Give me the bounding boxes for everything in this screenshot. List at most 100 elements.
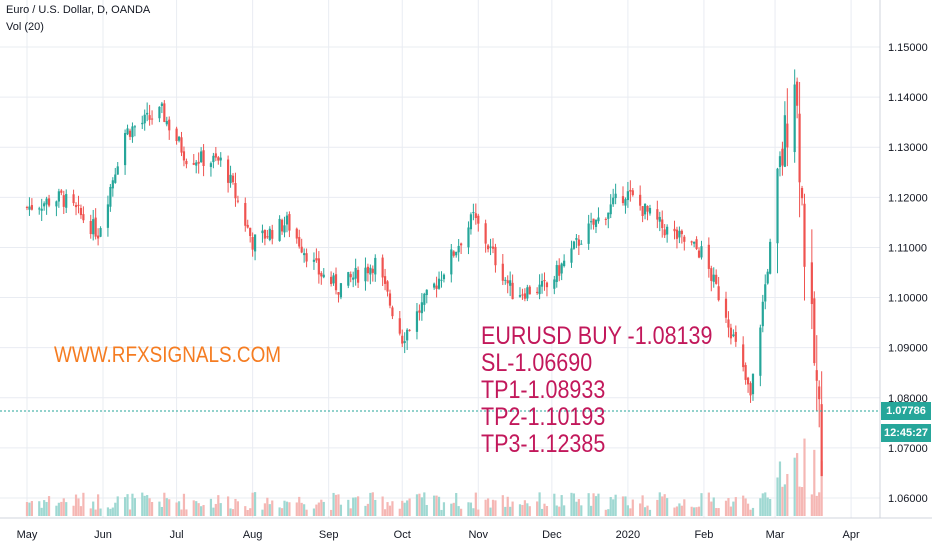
- candle-body: [437, 278, 441, 289]
- candle-body: [261, 230, 264, 234]
- candle-body: [658, 216, 661, 222]
- candle-body: [406, 329, 409, 341]
- volume-bar: [813, 449, 816, 516]
- candle-body: [641, 206, 644, 216]
- candle-body: [65, 194, 68, 208]
- volume-bar: [511, 501, 514, 516]
- candle-body: [55, 201, 58, 207]
- candle-body: [356, 269, 360, 283]
- candle-body: [163, 103, 166, 122]
- candle-body: [501, 263, 504, 281]
- volume-bar: [509, 506, 512, 516]
- candle-body: [697, 250, 701, 258]
- candle-body: [577, 239, 580, 246]
- volume-bar: [538, 492, 541, 516]
- volume-bar: [597, 493, 600, 516]
- candle-body: [690, 241, 693, 243]
- y-tick-label: 1.15000: [888, 42, 928, 54]
- candle-body: [278, 218, 281, 241]
- volume-bar: [141, 492, 144, 516]
- candle-body: [646, 205, 649, 212]
- volume-bar: [734, 497, 737, 516]
- volume-bar: [724, 500, 728, 516]
- volume-bar: [337, 494, 340, 516]
- volume-bar: [192, 500, 195, 516]
- volume-bar: [227, 496, 230, 516]
- candle-body: [800, 187, 804, 199]
- candle-body: [111, 180, 114, 189]
- volume-bar: [570, 492, 573, 516]
- candle-body: [778, 156, 782, 167]
- volume-bar: [648, 509, 652, 516]
- volume-bar: [778, 461, 782, 516]
- volume-bar: [418, 493, 421, 516]
- volume-bar: [695, 507, 698, 516]
- signal-tp2-text: TP2-1.10193: [481, 403, 606, 431]
- candle-body: [89, 220, 92, 235]
- candle-body: [77, 204, 80, 206]
- candle-body: [47, 198, 51, 206]
- candle-body: [612, 197, 615, 205]
- candle-body: [700, 246, 703, 258]
- volume-bar: [472, 508, 475, 516]
- candle-body: [538, 284, 541, 295]
- candle-body: [383, 276, 387, 284]
- candle-body: [494, 246, 497, 266]
- volume-bar: [815, 495, 818, 516]
- volume-bar: [683, 499, 686, 516]
- candle-body: [72, 194, 75, 204]
- candle-body: [425, 289, 428, 296]
- volume-bar: [334, 494, 338, 516]
- volume-bar: [371, 492, 374, 516]
- volume-bar: [354, 497, 357, 516]
- volume-bar: [435, 495, 438, 516]
- candle-body: [435, 285, 438, 289]
- candle-body: [175, 128, 178, 142]
- volume-bar: [612, 499, 615, 516]
- volume-bar: [732, 501, 735, 516]
- volume-bar: [285, 501, 289, 516]
- volume-bar: [614, 494, 617, 516]
- candle-body: [28, 206, 31, 210]
- volume-bar: [523, 500, 526, 516]
- candle-body: [229, 174, 232, 184]
- volume-bar: [607, 509, 610, 516]
- volume-bar: [47, 496, 51, 516]
- candle-body: [648, 207, 652, 214]
- volume-bar: [658, 492, 661, 516]
- volume-bar: [469, 502, 473, 516]
- volume-bar: [577, 499, 580, 516]
- volume-bar: [386, 502, 389, 516]
- candle-body: [518, 295, 522, 297]
- candle-body: [366, 266, 370, 274]
- candle-body: [374, 257, 377, 275]
- candle-body: [322, 274, 325, 278]
- candle-body: [695, 239, 698, 249]
- candle-body: [165, 120, 168, 125]
- volume-bar: [295, 502, 298, 516]
- candle-body: [128, 130, 132, 137]
- y-tick-label: 1.06000: [888, 493, 928, 505]
- candle-body: [543, 280, 546, 282]
- x-tick-label: Aug: [243, 529, 263, 541]
- candle-body: [317, 258, 320, 275]
- candle-body: [491, 246, 495, 249]
- candle-body: [131, 126, 134, 138]
- candle-body: [408, 329, 411, 331]
- candle-body: [563, 260, 566, 267]
- candle-body: [626, 191, 629, 201]
- candle-body: [369, 267, 372, 275]
- volume-bar: [575, 501, 578, 516]
- candle-body: [418, 310, 421, 313]
- candle-body: [715, 274, 718, 284]
- volume-bar: [764, 492, 767, 516]
- candle-body: [639, 194, 642, 206]
- volume-bar: [406, 500, 409, 516]
- candle-body: [300, 246, 303, 253]
- volume-bar: [489, 507, 492, 516]
- volume-bar: [128, 509, 132, 516]
- candle-body: [219, 157, 222, 161]
- candle-body: [477, 215, 480, 224]
